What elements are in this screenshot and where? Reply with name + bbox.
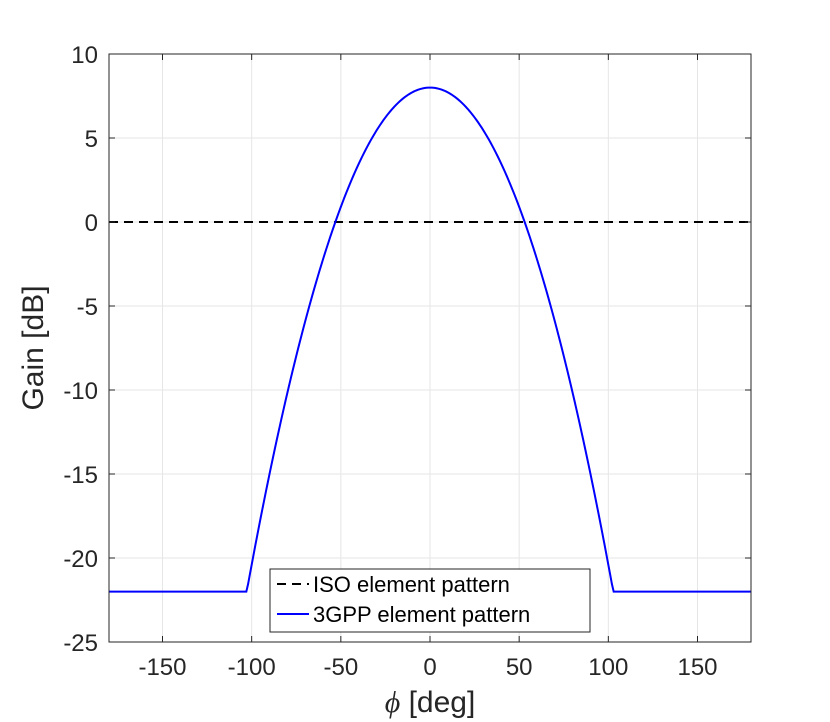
x-tick-label: 0 [423,654,436,681]
y-tick-labels: -25 -20 -15 -10 -5 0 5 10 [63,42,98,657]
x-axis-label-unit: [deg] [400,686,475,719]
x-axis-label: ϕ [deg] [385,686,476,719]
legend: ISO element pattern 3GPP element pattern [269,568,591,633]
grid [109,53,751,643]
y-tick-label: -25 [63,630,98,657]
x-tick-label: 50 [506,654,533,681]
x-tick-label: -50 [323,654,358,681]
y-tick-label: -5 [77,294,98,321]
x-tick-label: 150 [677,654,717,681]
y-tick-label: -10 [63,378,98,405]
legend-box [269,568,591,633]
y-tick-label: 0 [85,210,98,237]
y-tick-label: 5 [85,126,98,153]
x-tick-label: -150 [138,654,186,681]
y-tick-label: -15 [63,462,98,489]
y-tick-label: 10 [71,42,98,69]
y-tick-label: -20 [63,546,98,573]
x-tick-labels: -150 -100 -50 0 50 100 150 [138,654,717,681]
y-axis-label: Gain [dB] [17,285,50,410]
series-layer [109,86,751,593]
series-3gpp-line [109,86,751,593]
legend-label-iso: ISO element pattern [313,572,510,597]
x-tick-label: -100 [228,654,276,681]
legend-label-3gpp: 3GPP element pattern [313,602,530,627]
tick-marks [109,53,751,643]
x-axis-label-symbol: ϕ [385,686,401,719]
x-tick-label: 100 [588,654,628,681]
